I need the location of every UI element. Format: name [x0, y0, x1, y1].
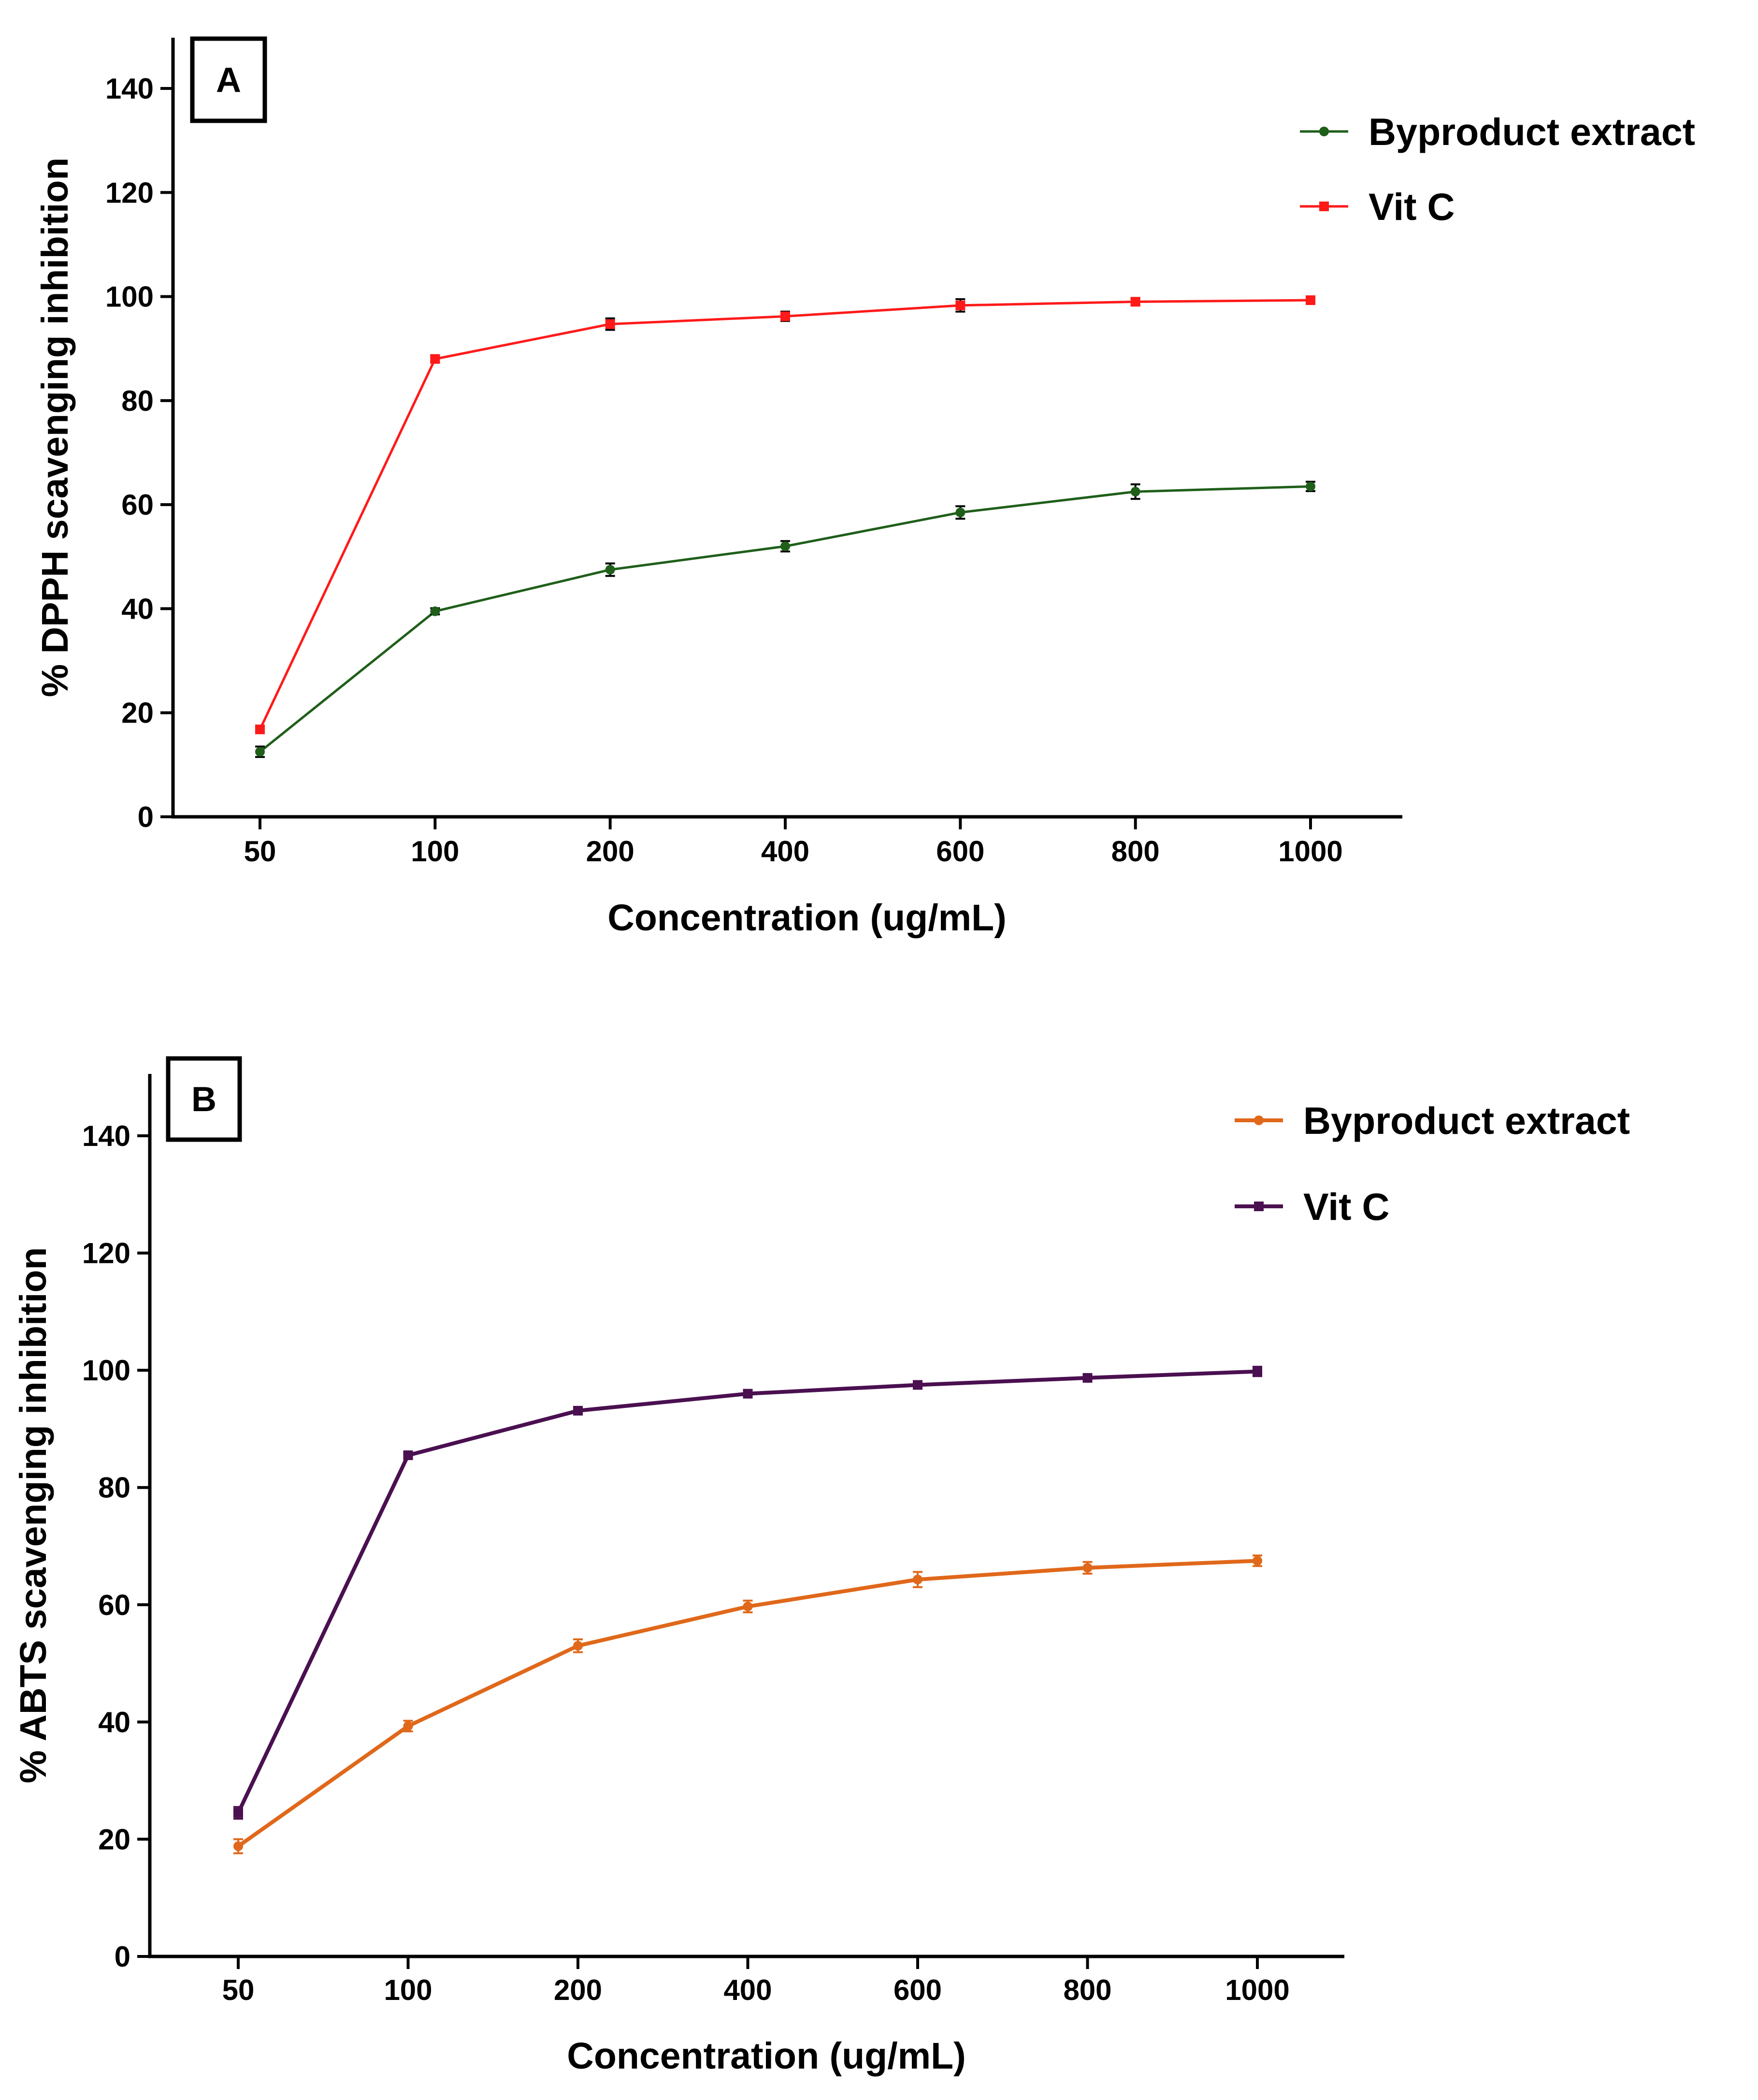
data-point [255, 747, 265, 757]
series-vit-c [255, 295, 1315, 735]
data-point [1082, 1563, 1093, 1573]
y-tick-label: 20 [121, 697, 154, 729]
series-line [259, 299, 1311, 730]
x-tick-label: 1000 [1278, 835, 1342, 868]
series-vit-c [233, 1365, 1262, 1820]
data-point [233, 1808, 243, 1818]
y-axis-title: % ABTS scavenging inhibition [13, 1247, 54, 1783]
legend-label: Vit C [1369, 185, 1455, 228]
y-tick-label: 100 [105, 281, 154, 313]
data-point [1253, 1366, 1262, 1376]
data-point [780, 311, 790, 321]
x-tick-label: 100 [384, 1974, 432, 2006]
legend-marker [1319, 127, 1329, 136]
y-tick-label: 60 [98, 1589, 130, 1621]
data-point [233, 1841, 243, 1851]
y-tick-label: 0 [115, 1941, 130, 1973]
legend-label: Byproduct extract [1303, 1099, 1630, 1142]
x-tick-label: 400 [761, 835, 809, 868]
panel-label: B [191, 1080, 216, 1119]
data-point [1306, 295, 1315, 305]
x-tick-label: 600 [936, 835, 984, 868]
series-line [236, 1369, 1258, 1814]
data-point [780, 541, 790, 551]
y-tick-label: 80 [121, 385, 154, 417]
data-point [430, 354, 440, 364]
x-axis-title: Concentration (ug/mL) [567, 2035, 966, 2077]
data-point [1130, 487, 1140, 497]
legend-label: Vit C [1303, 1185, 1390, 1228]
y-tick-label: 20 [98, 1823, 130, 1855]
y-tick-label: 100 [82, 1354, 130, 1387]
y-tick-label: 120 [82, 1237, 130, 1270]
data-point [955, 300, 965, 310]
data-point [955, 507, 965, 518]
x-axis-title: Concentration (ug/mL) [607, 897, 1007, 939]
data-point [403, 1721, 413, 1731]
x-tick-label: 100 [411, 835, 459, 868]
data-point [430, 606, 440, 616]
data-point [913, 1575, 922, 1585]
panel-a: 0 20 40 60 80 100 120 140 50 100 200 400 600 800 1000%… [34, 36, 1695, 939]
data-point [1253, 1556, 1262, 1566]
y-tick-label: 0 [138, 801, 154, 833]
series-byproduct-extract [233, 1554, 1262, 1854]
x-tick-label: 1000 [1225, 1974, 1289, 2006]
legend-marker [1319, 202, 1329, 211]
legend-marker [1254, 1115, 1264, 1125]
data-point [1306, 481, 1315, 492]
series-line [259, 485, 1311, 753]
panel-label-box [190, 36, 267, 123]
x-tick-label: 800 [1063, 1974, 1111, 2006]
data-point [605, 565, 615, 575]
data-point [573, 1641, 583, 1651]
y-tick-label: 60 [121, 489, 154, 521]
y-tick-label: 80 [98, 1472, 130, 1504]
y-tick-label: 140 [105, 72, 154, 105]
data-point [573, 1405, 583, 1416]
y-tick-label: 140 [82, 1120, 130, 1152]
legend-item: Vit C [1235, 1185, 1390, 1228]
data-point [743, 1601, 753, 1611]
y-tick-label: 40 [121, 593, 154, 625]
panel-label-box [166, 1056, 242, 1142]
data-point [255, 724, 265, 735]
x-tick-label: 600 [893, 1974, 942, 2006]
x-tick-label: 400 [723, 1974, 772, 2006]
data-point [1082, 1373, 1093, 1383]
panel-b: 0 20 40 60 80 100 120 140 50 100 200 400 600 800 1000%… [13, 1056, 1630, 2077]
legend-marker [1254, 1202, 1264, 1211]
data-point [403, 1450, 413, 1461]
y-tick-label: 40 [98, 1706, 130, 1738]
panel-label: A [216, 61, 241, 100]
x-tick-label: 50 [244, 835, 276, 868]
x-tick-label: 200 [586, 835, 634, 868]
data-point [1130, 297, 1140, 307]
x-tick-label: 200 [554, 1974, 602, 2006]
series-byproduct-extract [255, 480, 1315, 758]
legend-item: Vit C [1300, 185, 1455, 228]
data-point [605, 319, 615, 329]
y-axis-title: % DPPH scavenging inhibition [34, 158, 76, 697]
data-point [743, 1389, 753, 1399]
data-point [913, 1380, 922, 1390]
y-tick-label: 120 [105, 176, 154, 209]
legend-item: Byproduct extract [1235, 1099, 1630, 1142]
legend-label: Byproduct extract [1369, 110, 1695, 153]
x-tick-label: 50 [222, 1974, 255, 2006]
legend-item: Byproduct extract [1300, 110, 1695, 153]
x-tick-label: 800 [1111, 835, 1160, 868]
